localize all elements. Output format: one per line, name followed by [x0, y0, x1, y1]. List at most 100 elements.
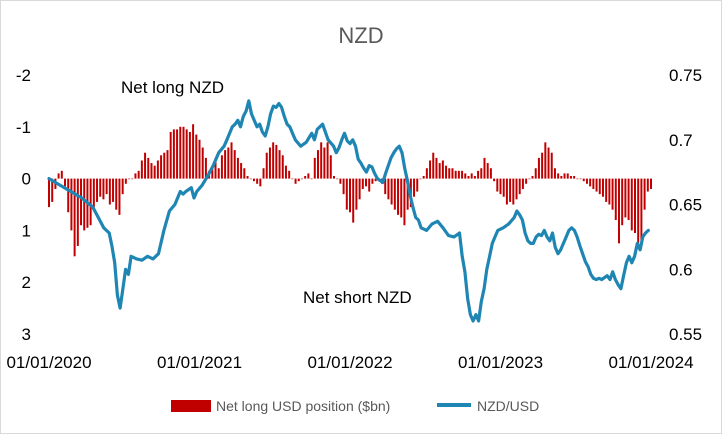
bar: [211, 165, 214, 179]
bar: [499, 178, 502, 195]
bar: [124, 178, 127, 184]
bar: [432, 152, 435, 179]
bar: [608, 178, 611, 205]
bar: [179, 126, 182, 179]
bar: [73, 178, 76, 257]
bar: [268, 147, 271, 179]
bar: [230, 142, 233, 179]
bar: [288, 170, 291, 179]
bar: [51, 178, 54, 202]
bar: [614, 178, 617, 221]
bar: [92, 178, 95, 210]
bar: [185, 129, 188, 179]
annotation-net-long: Net long NZD: [121, 78, 224, 97]
bar: [217, 168, 220, 179]
bar: [76, 178, 79, 246]
left-axis-ticks: -2 -1 0 1 2 3: [16, 66, 31, 344]
bar: [365, 178, 368, 187]
bar: [361, 178, 364, 189]
bar: [291, 178, 294, 180]
bar: [99, 178, 102, 197]
bar: [416, 178, 419, 192]
bar: [176, 129, 179, 179]
bar: [605, 178, 608, 202]
left-tick-label: 3: [22, 325, 31, 344]
bar: [297, 178, 300, 182]
bar: [294, 178, 297, 184]
bar: [249, 178, 252, 180]
bar: [566, 173, 569, 179]
bar: [224, 150, 227, 179]
bar: [80, 178, 83, 226]
bar: [560, 176, 563, 179]
bar: [505, 178, 508, 205]
bar: [640, 178, 643, 241]
bar: [624, 178, 627, 218]
right-tick-label: 0.65: [669, 196, 702, 215]
bar: [537, 157, 540, 179]
bar: [541, 152, 544, 179]
bar: [342, 178, 345, 195]
bar: [163, 152, 166, 179]
bar: [435, 157, 438, 179]
bar: [121, 178, 124, 195]
bar: [553, 168, 556, 179]
bar: [483, 157, 486, 179]
bar: [368, 178, 371, 192]
bar: [64, 178, 67, 187]
nzdusd-line: [47, 99, 650, 323]
bar: [144, 152, 147, 179]
bar: [576, 178, 579, 180]
bar: [563, 173, 566, 179]
bar: [557, 173, 560, 179]
left-tick-label: 2: [22, 273, 31, 292]
bar: [128, 178, 131, 180]
bar: [96, 178, 99, 202]
x-tick-label: 01/01/2020: [6, 353, 91, 372]
x-tick-label: 01/01/2022: [307, 353, 392, 372]
bar: [147, 157, 150, 179]
x-tick-label: 01/01/2023: [458, 353, 543, 372]
bar: [486, 163, 489, 179]
bar: [393, 178, 396, 210]
legend-bar-label: Net long USD position ($bn): [216, 398, 390, 414]
legend: Net long USD position ($bn) NZD/USD: [171, 398, 539, 414]
bar: [310, 178, 313, 180]
bar: [525, 178, 528, 184]
bar: [192, 124, 195, 179]
bar: [589, 178, 592, 187]
bar: [509, 178, 512, 202]
bar: [512, 178, 515, 205]
bar: [323, 147, 326, 179]
bar: [406, 178, 409, 210]
bar: [598, 178, 601, 195]
bar: [534, 168, 537, 179]
x-tick-label: 01/01/2024: [608, 353, 693, 372]
bar: [547, 147, 550, 179]
bar: [387, 178, 390, 200]
bar: [573, 176, 576, 179]
bar: [438, 163, 441, 179]
bar: [240, 163, 243, 179]
bar: [304, 176, 307, 179]
bar: [333, 176, 335, 179]
bar: [355, 178, 358, 210]
bar: [457, 170, 460, 179]
bar: [326, 142, 329, 179]
chart-title: NZD: [338, 23, 383, 48]
bar: [275, 144, 278, 179]
bar: [579, 178, 582, 180]
bar: [621, 178, 624, 226]
bar: [48, 178, 50, 208]
bar: [201, 147, 204, 179]
bar: [650, 178, 652, 189]
line-series: [47, 99, 650, 323]
right-axis-ticks: 0.75 0.7 0.65 0.6 0.55: [669, 66, 702, 344]
bar: [634, 178, 636, 233]
bar: [470, 173, 473, 179]
bar: [259, 178, 262, 187]
bar: [489, 168, 492, 179]
bar: [57, 173, 60, 179]
bar: [134, 173, 137, 179]
